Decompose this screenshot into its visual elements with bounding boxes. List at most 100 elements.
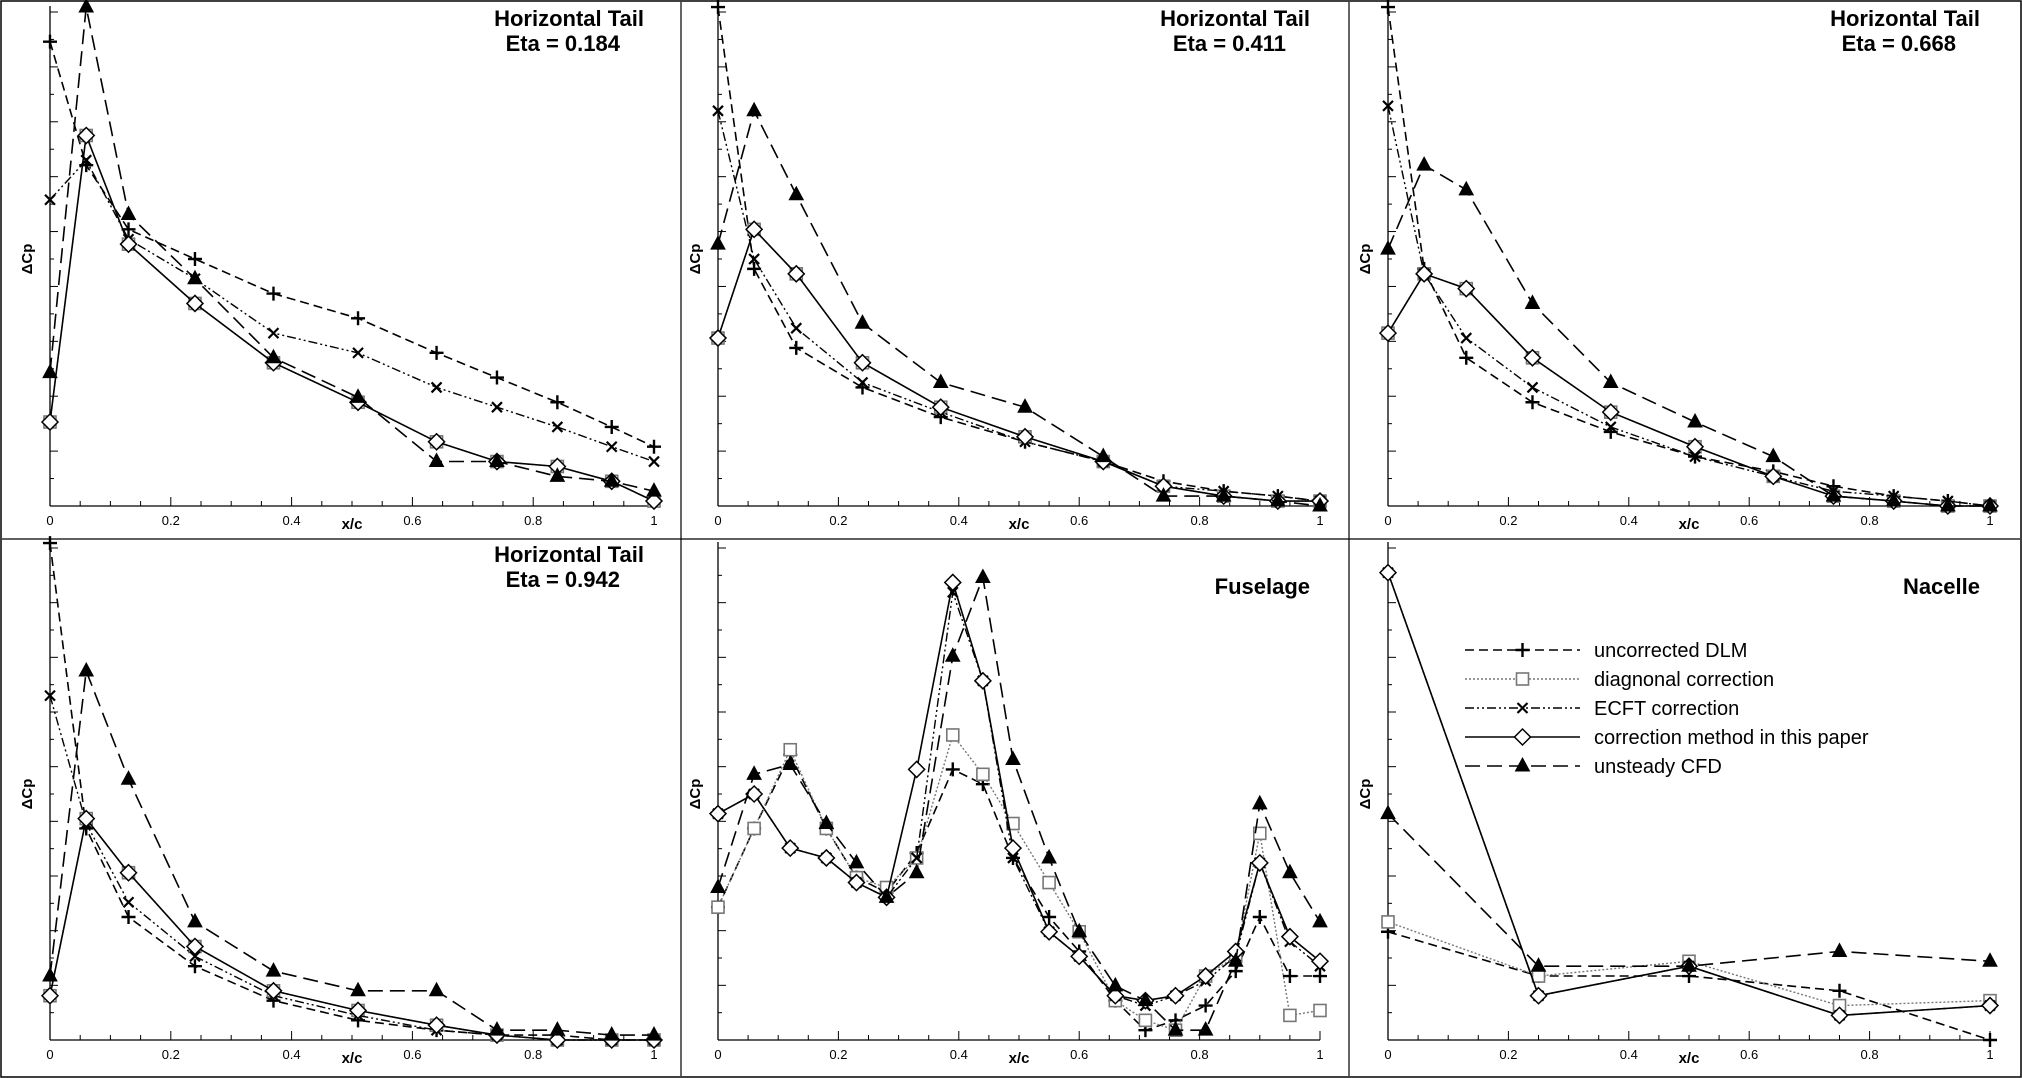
data-point-cfd [1982,952,1998,967]
data-point-cfd [549,1021,566,1036]
chart-title: Horizontal Tail [1160,6,1310,31]
y-axis-label: ΔCp [687,779,704,810]
data-point-paper [1601,403,1620,422]
data-point-paper [1106,986,1125,1005]
data-point-cfd [428,452,445,468]
data-point-ecft [1382,100,1394,112]
data-point-paper [745,220,764,239]
y-axis-label: ΔCp [19,244,36,275]
data-point-cfd [42,363,58,379]
x-tick-label: 1 [1316,1047,1323,1062]
data-point-ecft [790,322,803,334]
chart-panel-5: 0 0.2 0.4 0.6 0.8 1 x/c ΔCp Fuselage uncorrected … [687,542,1869,1067]
x-tick-label: 1 [1986,513,1993,528]
data-point-diag [783,742,798,757]
data-point-paper [40,412,60,432]
data-point-paper [1685,437,1705,456]
data-point-paper [185,937,205,956]
data-point-dlm [550,395,565,410]
chart-subtitle: Eta = 0.411 [1173,31,1286,56]
data-point-paper [781,839,800,858]
x-tick-label: 0 [46,1047,53,1062]
chart-panel-6: 0 0.2 0.4 0.6 0.8 1 x/c ΔCp Nacelle [1357,542,2000,1067]
legend-marker-ecft [1516,702,1529,714]
data-point-cfd [1681,957,1697,972]
x-tick-label: 0.4 [950,513,968,528]
x-tick-label: 0.2 [1499,1047,1517,1062]
data-point-cfd [1155,487,1172,502]
chart-title: Nacelle [1903,574,1980,599]
data-point-cfd [42,966,58,982]
x-tick-label: 0.8 [1861,1047,1879,1062]
data-point-cfd [265,348,282,364]
data-point-paper [1040,922,1059,941]
y-axis-label: ΔCp [19,779,36,810]
data-point-dlm [351,311,366,326]
data-point-paper [973,671,992,690]
data-point-dlm [945,762,960,777]
x-tick-label: 0.6 [1070,513,1088,528]
data-point-paper [264,981,283,1000]
data-point-cfd [187,269,203,285]
data-point-dlm [1459,350,1474,365]
data-point-cfd [428,981,445,997]
series-line-cfd [717,574,1321,1031]
data-point-dlm [1042,910,1057,924]
data-point-cfd [1530,957,1547,972]
data-point-cfd [646,482,662,497]
data-point-paper [348,1001,368,1020]
data-point-dlm [266,286,281,301]
data-point-dlm [1381,0,1395,15]
chart-title: Fuselage [1215,574,1310,599]
data-point-cfd [1765,447,1782,463]
data-point-ecft [712,105,724,117]
x-tick-label: 0 [1384,1047,1391,1062]
y-axis-label: ΔCp [1357,244,1374,275]
data-point-paper [40,986,60,1005]
x-tick-label: 0 [1384,513,1391,528]
x-tick-label: 0.2 [162,513,180,528]
data-point-cfd [788,185,805,201]
data-point-cfd [1227,952,1244,967]
x-tick-label: 0.4 [1620,1047,1638,1062]
data-point-dlm [1252,910,1267,924]
legend-marker-cfd [1514,756,1531,772]
data-point-paper [931,398,950,417]
data-point-dlm [187,252,202,266]
data-point-cfd [1940,496,1956,512]
data-point-dlm [489,370,504,385]
data-point-cfd [1095,447,1112,463]
x-tick-label: 0.2 [829,1047,847,1062]
x-tick-label: 1 [650,1047,657,1062]
x-tick-label: 0.2 [829,513,847,528]
data-point-ecft [748,253,760,265]
data-point-ecft [267,327,280,339]
data-point-cfd [1416,156,1432,171]
series-line-cfd [49,6,655,492]
x-tick-label: 0.6 [1740,1047,1758,1062]
data-point-cfd [1251,794,1268,810]
data-point-paper [708,328,728,348]
data-point-diag [1313,1003,1327,1018]
series-line-dlm [49,542,654,1041]
x-tick-label: 1 [650,513,657,528]
series-line-dlm [1387,931,1991,1041]
data-point-paper [708,804,728,823]
data-point-ecft [1460,332,1473,344]
data-point-cfd [1005,750,1021,766]
data-point-cfd [1524,294,1541,309]
data-point-cfd [1312,912,1328,928]
data-point-paper [1764,467,1783,486]
data-point-cfd [1831,942,1848,957]
data-point-ecft [491,401,503,413]
x-tick-label: 1 [1316,513,1323,528]
data-point-cfd [1380,240,1396,255]
data-point-cfd [908,863,925,879]
data-point-paper [77,809,96,828]
data-point-cfd [1380,804,1396,820]
data-point-paper [907,760,926,779]
data-point-paper [1310,952,1330,971]
data-point-diag [1381,915,1395,929]
